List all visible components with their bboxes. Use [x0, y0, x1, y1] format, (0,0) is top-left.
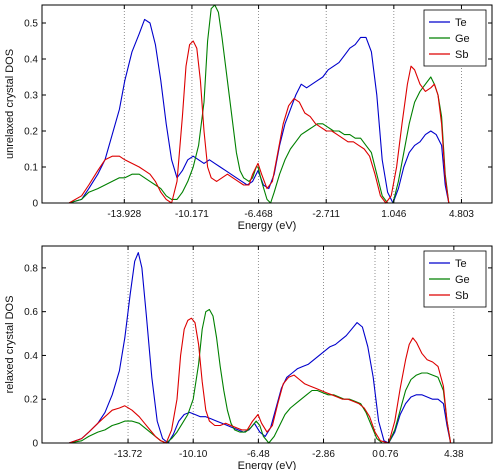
legend: Te Ge Sb [423, 250, 487, 308]
x-tick-label: -13.928 [107, 209, 141, 220]
series-line-te [42, 252, 492, 444]
y-tick-label: 0.2 [24, 127, 38, 138]
axes-frame [41, 4, 493, 204]
x-tick-label: -6.48 [247, 449, 270, 460]
x-tick-label: 1.046 [381, 209, 406, 220]
y-tick-label: 0.6 [24, 307, 38, 318]
y-tick-label: 0.5 [24, 19, 38, 30]
y-tick-label: 0 [32, 199, 38, 210]
series-line-sb [42, 40, 492, 204]
x-tick-label: 4.803 [449, 209, 474, 220]
y-tick-label: 0.1 [24, 163, 38, 174]
legend-label-te: Te [455, 258, 467, 270]
series-line-te [42, 18, 492, 204]
plot-area [42, 5, 492, 203]
y-tick-label: 0.4 [24, 351, 38, 362]
x-axis-title: Energy (eV) [238, 220, 297, 232]
x-tick-label: -10.10 [179, 449, 208, 460]
y-tick-label: 0 [32, 439, 38, 450]
x-tick-label: 0.76 [379, 449, 399, 460]
y-tick-label: 0.4 [24, 55, 38, 66]
y-tick-label: 0.2 [24, 395, 38, 406]
y-tick-label: 0.3 [24, 91, 38, 102]
chart-unrelaxed: -13.928 -10.171 -6.468 -2.711 1.046 4.803 0 0.1… [4, 4, 493, 232]
y-axis-title: unrelaxed crystal DOS [4, 49, 16, 159]
y-axis-title: relaxed crystal DOS [4, 296, 16, 394]
x-tick-label: -2.86 [312, 449, 335, 460]
series-line-sb [42, 317, 492, 444]
legend-label-sb: Sb [455, 290, 468, 302]
legend-label-ge: Ge [455, 274, 470, 286]
chart-relaxed: -13.72 -10.10 -6.48 -2.86 0 0.76 4.3800.20.40.… [4, 245, 493, 470]
x-tick-label: 4.38 [444, 449, 464, 460]
legend-label-te: Te [455, 17, 467, 29]
x-axis-title: Energy (eV) [238, 460, 297, 470]
x-tick-label: -10.171 [175, 209, 209, 220]
x-tick-label: -2.711 [312, 209, 340, 220]
legend: Te Ge Sb [423, 9, 487, 67]
x-tick-label: 0 [372, 449, 378, 460]
series-line-ge [42, 4, 492, 204]
axes-frame [41, 245, 493, 444]
x-tick-label: -6.468 [244, 209, 273, 220]
y-tick-label: 0.8 [24, 263, 38, 274]
legend-label-ge: Ge [455, 33, 470, 45]
legend-label-sb: Sb [455, 49, 468, 61]
x-tick-label: -13.72 [114, 449, 143, 460]
series-line-ge [42, 308, 492, 444]
